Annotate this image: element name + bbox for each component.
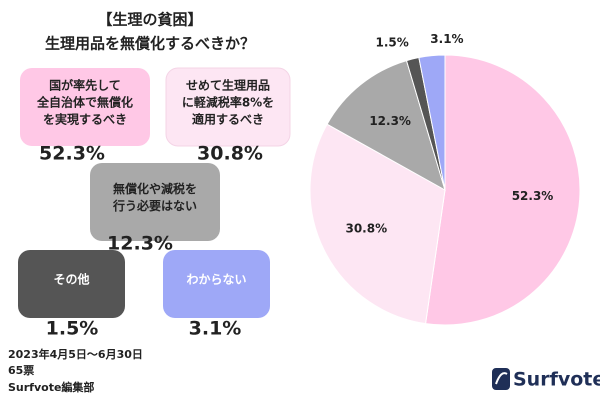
- legend-box: [18, 250, 125, 318]
- legend-value: 52.3%: [39, 143, 105, 165]
- pie-label: 12.3%: [369, 114, 411, 128]
- legend-value: 1.5%: [46, 318, 99, 340]
- footer-source: Surfvote編集部: [8, 380, 94, 394]
- legend-text: 無償化や減税を: [113, 181, 197, 196]
- legend-text: 適用するべき: [192, 112, 264, 127]
- legend-value: 3.1%: [189, 318, 242, 340]
- legend-text: を実現するべき: [43, 112, 127, 127]
- logo-icon: [492, 368, 510, 390]
- pie-label: 52.3%: [512, 189, 554, 203]
- legend-box: [20, 68, 150, 146]
- pie-slice: [309, 123, 446, 325]
- legend-box: [165, 67, 291, 147]
- footer-votes: 65票: [8, 364, 34, 377]
- pie-label: 3.1%: [430, 32, 463, 46]
- legend-text: 国が率先して: [49, 78, 121, 93]
- pie-label: 30.8%: [345, 221, 387, 235]
- footer-date: 2023年4月5日～6月30日: [8, 347, 143, 361]
- legend-text: 行う必要はない: [112, 198, 197, 213]
- legend-text: その他: [53, 272, 89, 287]
- legend-text: に軽減税率8%を: [182, 95, 274, 110]
- title: 生理用品を無償化するべきか？: [45, 35, 255, 53]
- legend-value: 12.3%: [107, 233, 173, 255]
- legend-text: せめて生理用品: [186, 78, 270, 93]
- legend-value: 30.8%: [197, 143, 263, 165]
- logo: Surfvote: [513, 369, 600, 391]
- title: 【生理の貧困】: [97, 11, 202, 29]
- legend-box: [163, 250, 270, 318]
- pie-slice: [326, 59, 446, 192]
- legend-text: 全自治体で無償化: [36, 95, 133, 110]
- legend-text: わからない: [186, 273, 246, 287]
- pie-label: 1.5%: [375, 36, 408, 50]
- pie-slice: [424, 54, 581, 326]
- legend-box: [90, 163, 220, 241]
- pie-slice: [418, 54, 446, 191]
